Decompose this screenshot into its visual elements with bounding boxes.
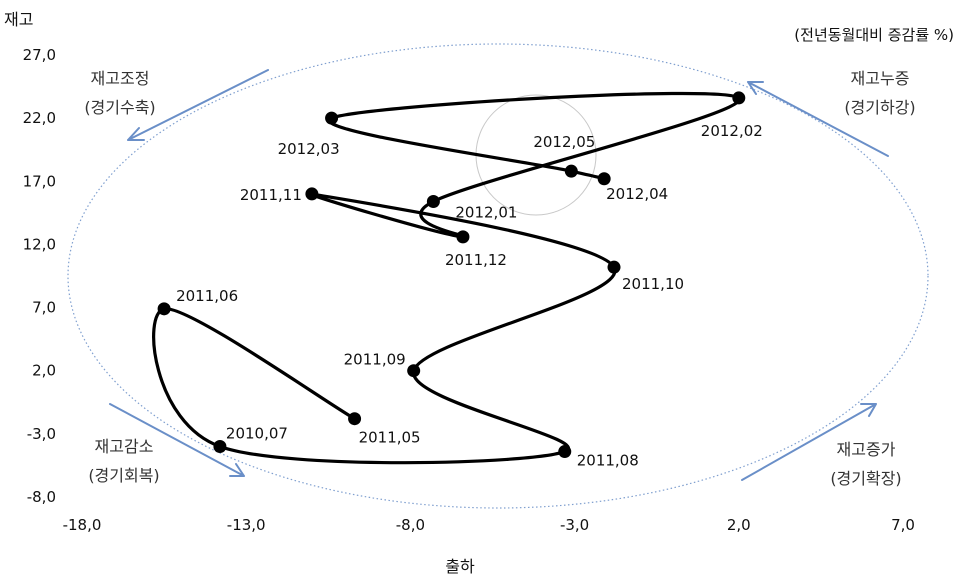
y-tick-label: 17,0 [23, 172, 56, 190]
series-line [152, 91, 741, 465]
x-tick-label: 2,0 [727, 516, 751, 534]
data-label: 2011,06 [176, 287, 238, 305]
data-label: 2010,07 [226, 424, 288, 442]
arrow-bottom-right [741, 403, 877, 481]
data-point [564, 164, 578, 178]
data-point [213, 439, 227, 453]
y-tick-label: -3,0 [27, 425, 56, 443]
data-point [348, 412, 362, 426]
y-axis-title: 재고 [4, 10, 33, 29]
data-point [456, 230, 470, 244]
data-point [325, 111, 339, 125]
data-point [407, 364, 421, 378]
y-tick-label: 2,0 [32, 362, 56, 380]
x-tick-label: -8,0 [396, 516, 425, 534]
arrow-top-left [127, 69, 269, 141]
data-label: 2012,02 [701, 122, 763, 140]
data-label: 2012,03 [278, 140, 340, 158]
data-label: 2012,04 [606, 185, 668, 203]
y-tick-label: 7,0 [32, 299, 56, 317]
annot-bl-1: 재고감소 [95, 437, 154, 456]
data-label: 2011,08 [577, 452, 639, 470]
y-tick-label: 12,0 [23, 235, 56, 253]
data-point [558, 445, 572, 459]
arrow-top-right [747, 81, 889, 157]
data-point [597, 172, 611, 186]
x-tick-label: -3,0 [560, 516, 589, 534]
cycle-ellipse [67, 43, 929, 509]
x-tick-label: 7,0 [891, 516, 915, 534]
data-point [607, 260, 621, 274]
data-label: 2011,12 [445, 251, 507, 269]
annot-br-1: 재고증가 [837, 440, 896, 459]
unit-note: (전년동월대비 증감률 %) [794, 26, 954, 44]
annot-bl-2: (경기회복) [88, 466, 159, 485]
data-label: 2012,01 [455, 203, 517, 221]
data-points: 2011,05 2011,06 2010,07 2011,08 2011,09 2011,… [157, 91, 763, 470]
data-label: 2011,05 [359, 429, 421, 447]
annot-tl-1: 재고조정 [91, 69, 150, 88]
data-point [157, 302, 171, 316]
y-tick-label: 27,0 [23, 46, 56, 64]
x-tick-label: -18,0 [63, 516, 102, 534]
x-axis-title: 출하 [445, 557, 475, 576]
annot-br-2: (경기확장) [830, 469, 901, 488]
x-tick-label: -13,0 [227, 516, 266, 534]
data-label: 2012,05 [533, 133, 595, 151]
data-label: 2011,09 [344, 351, 406, 369]
direction-arrows [109, 69, 889, 481]
y-tick-label: 22,0 [23, 109, 56, 127]
annot-tr-2: (경기하강) [844, 98, 915, 117]
data-label: 2011,11 [240, 186, 302, 204]
data-point [732, 91, 746, 105]
annot-tl-2: (경기수축) [84, 98, 155, 117]
data-point [305, 187, 319, 201]
axis-ticks: -18,0 -13,0 -8,0 -3,0 2,0 7,0 27,0 22,0 17,0 12,0… [23, 46, 915, 534]
y-tick-label: -8,0 [27, 488, 56, 506]
arrow-bottom-left [109, 403, 245, 477]
data-point [426, 194, 440, 208]
annot-tr-1: 재고누증 [851, 69, 910, 88]
data-label: 2011,10 [622, 275, 684, 293]
